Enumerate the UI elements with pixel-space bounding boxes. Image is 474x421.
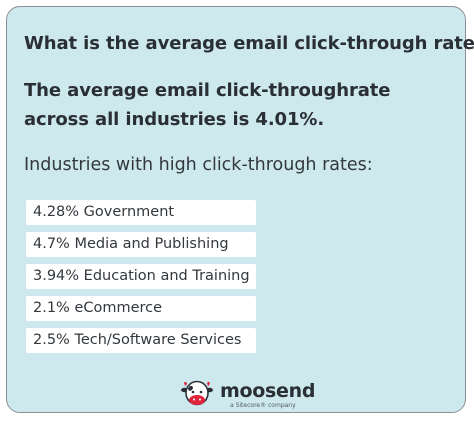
- industry-item-ecommerce: 2.1% eCommerce: [26, 296, 256, 321]
- industry-item-tech-software: 2.5% Tech/Software Services: [26, 328, 256, 353]
- brand-name: moosend: [220, 380, 316, 402]
- question-heading: What is the average email click-through …: [24, 33, 474, 54]
- industry-item-media-publishing: 4.7% Media and Publishing: [26, 232, 256, 257]
- industries-heading: Industries with high click-through rates…: [24, 155, 373, 175]
- industry-item-education-training: 3.94% Education and Training: [26, 264, 256, 289]
- cow-icon: [181, 380, 213, 406]
- industry-list: 4.28% Government 4.7% Media and Publishi…: [26, 200, 256, 360]
- info-card: What is the average email click-through …: [6, 6, 474, 413]
- answer-text: The average email click-throughrate acro…: [24, 80, 391, 130]
- brand-tagline: a Sitecore® company: [230, 402, 296, 409]
- moosend-logo: moosend a Sitecore® company: [180, 377, 315, 413]
- industry-item-government: 4.28% Government: [26, 200, 256, 225]
